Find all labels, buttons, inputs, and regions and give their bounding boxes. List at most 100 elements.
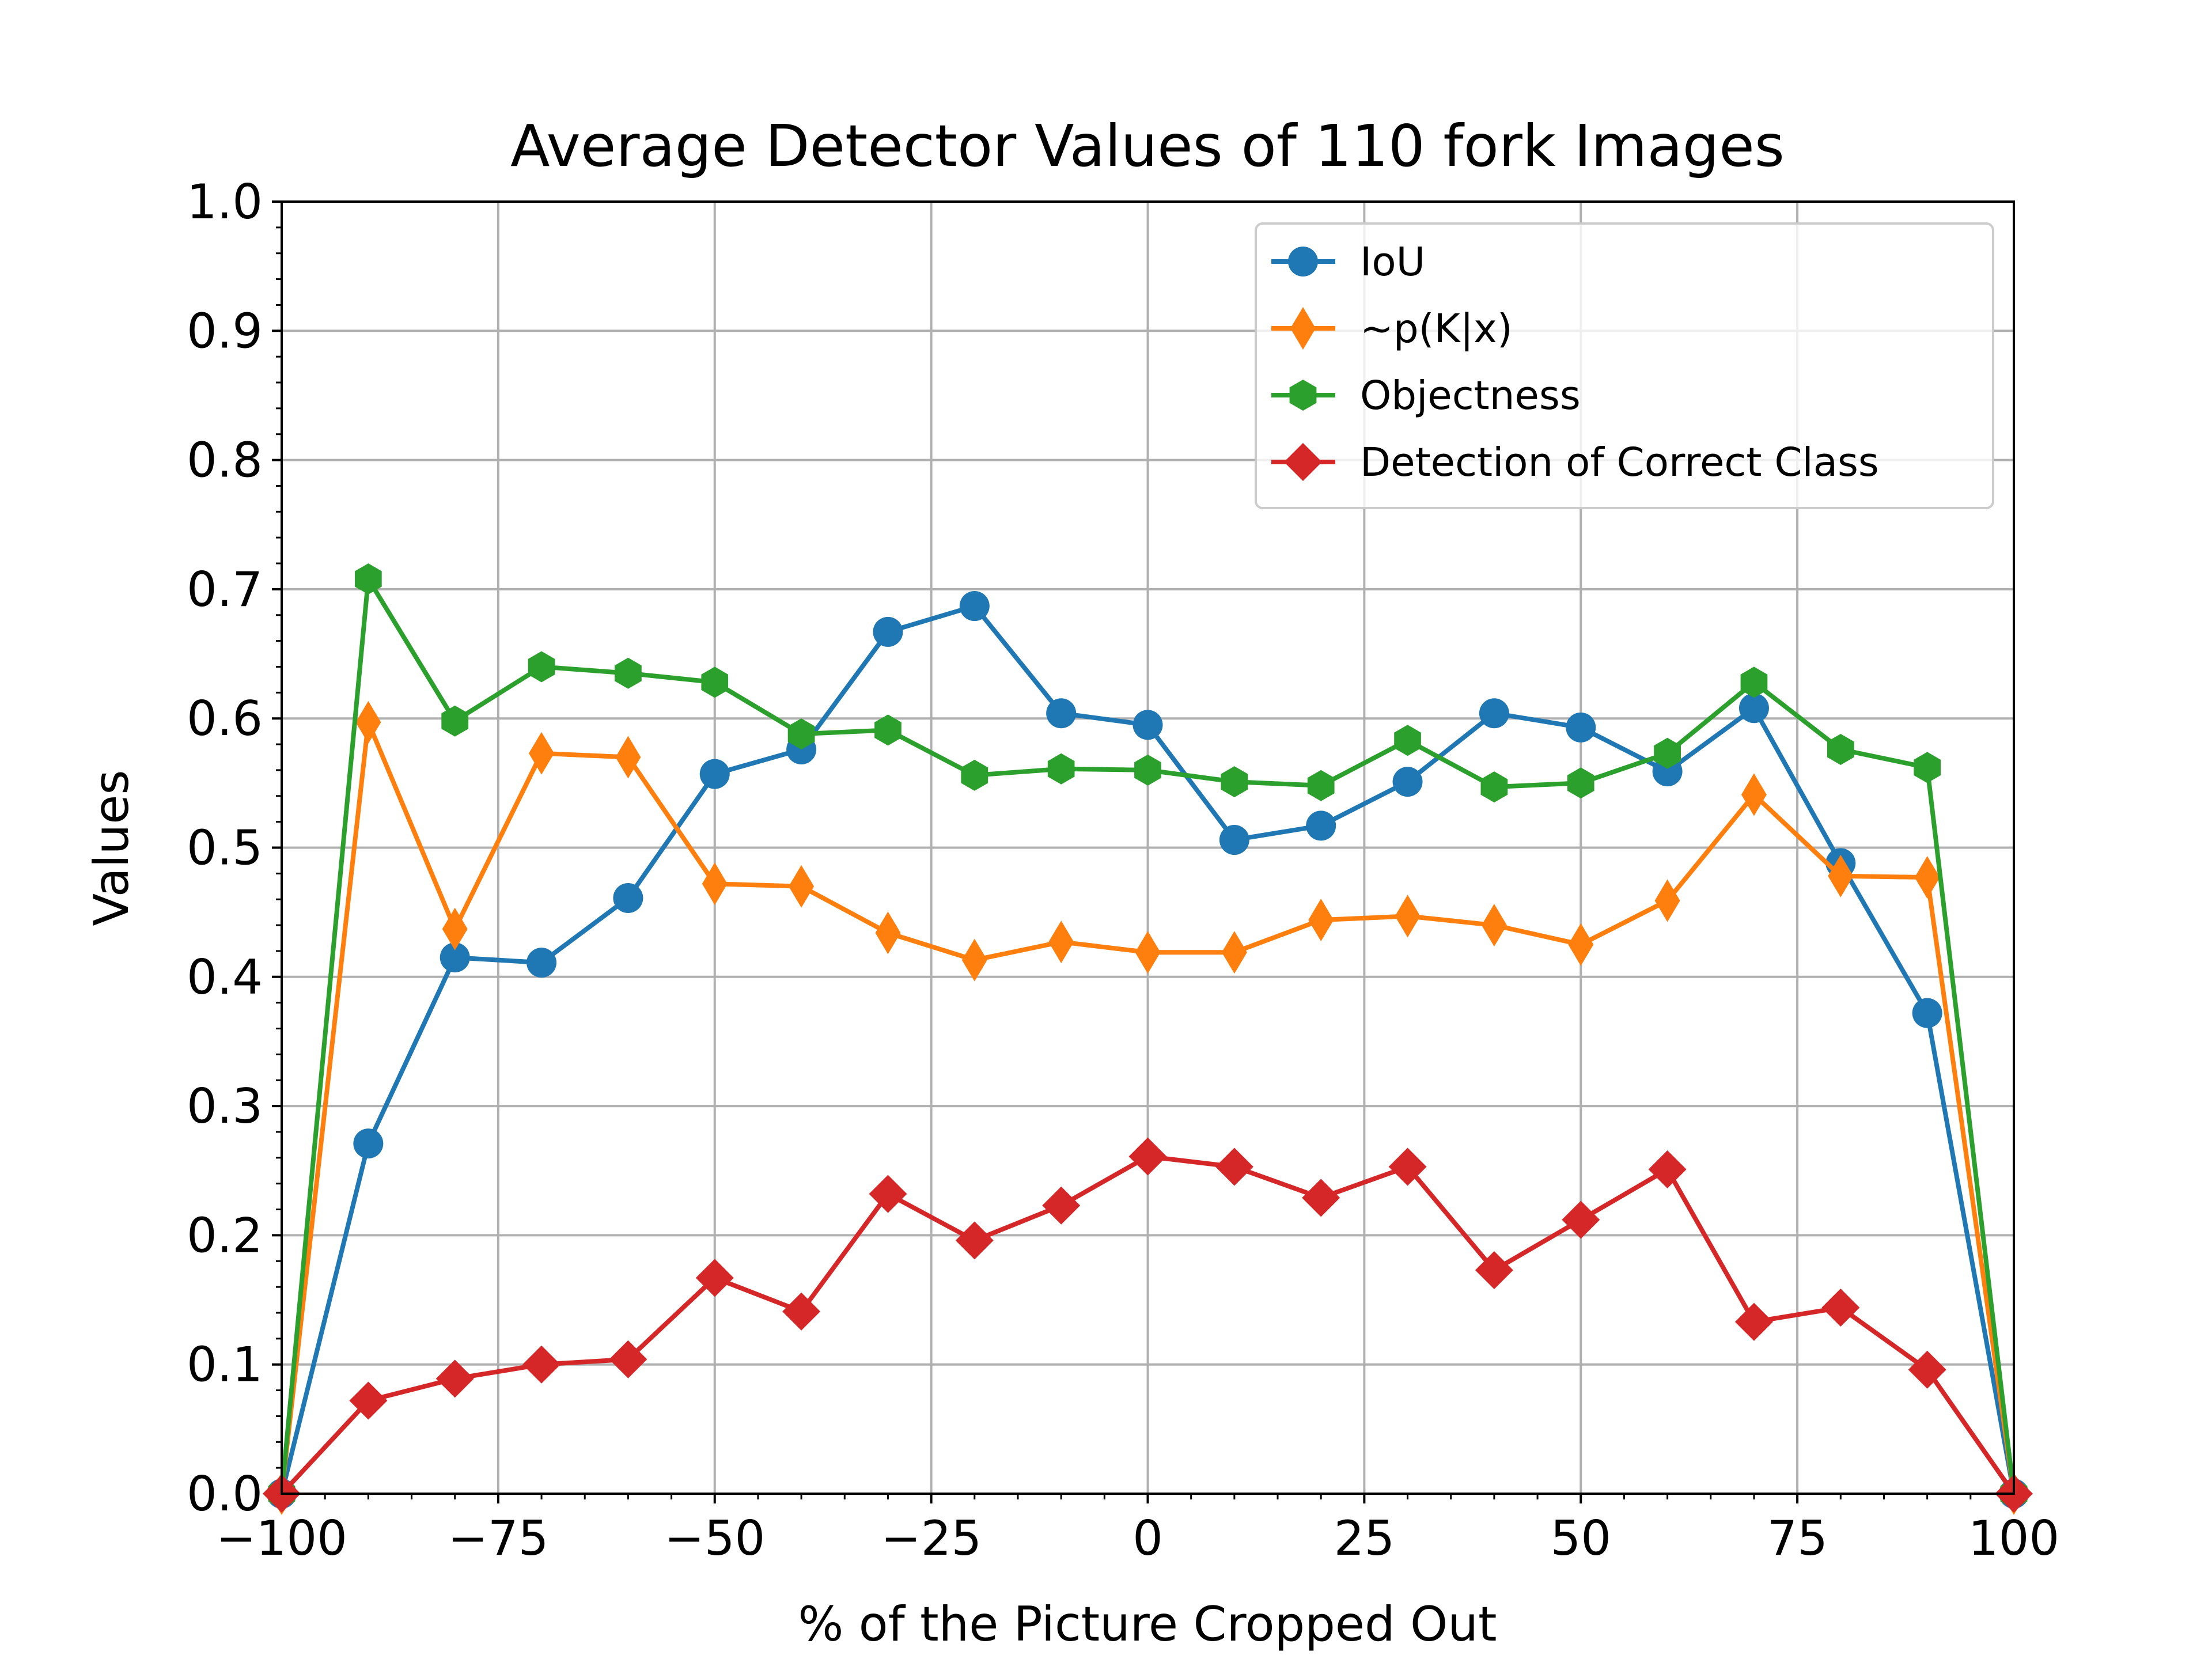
data-point: [1302, 1179, 1340, 1217]
x-tick-label: 25: [1334, 1510, 1395, 1566]
x-tick-label: −75: [448, 1510, 548, 1566]
legend-marker: [1290, 307, 1316, 350]
data-point: [1392, 767, 1423, 797]
data-point: [1042, 1186, 1081, 1225]
data-point: [1914, 752, 1941, 783]
data-point: [440, 942, 470, 973]
data-point: [1654, 737, 1681, 769]
data-point: [1827, 734, 1854, 765]
data-point: [695, 1259, 734, 1297]
legend-item: IoU: [1271, 239, 1425, 285]
data-point: [613, 882, 643, 913]
data-point: [355, 563, 382, 594]
data-point: [1221, 766, 1248, 798]
data-point: [961, 938, 987, 982]
data-point: [702, 862, 728, 906]
x-tick-label: −25: [881, 1510, 982, 1566]
data-point: [1738, 693, 1769, 724]
x-axis-label: % of the Picture Cropped Out: [798, 1596, 1497, 1652]
data-point: [955, 1221, 994, 1260]
data-point: [349, 1381, 388, 1420]
x-tick-label: 0: [1132, 1510, 1163, 1566]
data-point: [1566, 712, 1596, 743]
legend-marker: [1289, 380, 1317, 411]
data-point: [1912, 998, 1942, 1028]
data-point: [1308, 899, 1334, 942]
data-point: [1821, 1289, 1860, 1327]
data-point: [1914, 856, 1940, 899]
y-tick-label: 0.0: [187, 1466, 263, 1522]
data-point: [1388, 1147, 1427, 1186]
data-point: [1047, 753, 1075, 785]
data-point: [1394, 725, 1421, 756]
y-tick-label: 0.9: [187, 303, 263, 359]
data-point: [527, 948, 557, 978]
x-tick-label: −100: [216, 1510, 347, 1566]
data-point: [869, 1175, 907, 1213]
data-point: [782, 1292, 821, 1331]
data-point: [787, 718, 815, 750]
data-point: [875, 911, 901, 955]
legend: IoU ~p(K|x) Objectness Detection of Correct…: [1255, 222, 1994, 509]
data-point: [1908, 1350, 1946, 1389]
legend-marker: [1288, 247, 1318, 276]
data-point: [1306, 810, 1336, 841]
data-point: [1734, 1302, 1773, 1341]
series-layer: [263, 563, 2033, 1515]
y-tick-label: 0.1: [187, 1337, 263, 1393]
data-point: [1128, 1137, 1167, 1176]
data-point: [615, 657, 642, 689]
legend-item: Detection of Correct Class: [1271, 440, 1879, 486]
legend-label: IoU: [1360, 239, 1425, 285]
data-point: [1828, 854, 1854, 897]
data-point: [961, 759, 988, 791]
data-point: [435, 1359, 474, 1398]
data-point: [1475, 1251, 1513, 1289]
data-point: [701, 666, 729, 698]
data-point: [522, 1345, 560, 1384]
y-tick-label: 0.2: [187, 1207, 263, 1263]
data-point: [442, 907, 468, 950]
data-point: [609, 1340, 647, 1378]
data-point: [1562, 1200, 1600, 1239]
y-tick-label: 0.7: [187, 562, 263, 618]
plot-frame: [281, 200, 2015, 1495]
x-tick-label: −50: [664, 1510, 765, 1566]
data-point: [441, 705, 469, 737]
legend-label: Objectness: [1360, 373, 1581, 419]
y-axis-label: Values: [84, 770, 139, 926]
series-detection-of-correct-class: [263, 1137, 2033, 1513]
data-point: [1048, 921, 1074, 964]
data-point: [353, 1128, 384, 1159]
y-tick-label: 0.4: [187, 949, 263, 1005]
data-point: [874, 714, 902, 746]
legend-box: [1255, 222, 1994, 509]
y-tick-label: 0.6: [187, 691, 263, 747]
legend-label: ~p(K|x): [1360, 306, 1513, 352]
data-point: [1046, 698, 1077, 729]
data-point: [1740, 666, 1768, 698]
data-point: [789, 865, 815, 908]
y-tick-label: 0.8: [187, 433, 263, 488]
chart-title: Average Detector Values of 110 fork Imag…: [510, 112, 1785, 180]
legend-item: Objectness: [1271, 373, 1581, 419]
data-point: [1480, 771, 1508, 803]
data-point: [1568, 923, 1594, 966]
data-point: [1741, 773, 1767, 816]
data-point: [1219, 825, 1249, 855]
legend-label: Detection of Correct Class: [1360, 440, 1879, 486]
data-point: [1479, 698, 1509, 729]
x-tick-label: 50: [1550, 1510, 1611, 1566]
legend-marker: [1284, 443, 1322, 481]
data-point: [1654, 879, 1680, 922]
x-tick-label: 100: [1968, 1510, 2059, 1566]
data-point: [1135, 931, 1161, 974]
data-point: [1215, 1147, 1253, 1186]
data-point: [529, 732, 554, 775]
data-point: [1307, 770, 1335, 801]
x-tick-label: 75: [1767, 1510, 1828, 1566]
data-point: [1395, 895, 1421, 938]
data-point: [1221, 931, 1247, 974]
data-point: [1134, 754, 1161, 786]
